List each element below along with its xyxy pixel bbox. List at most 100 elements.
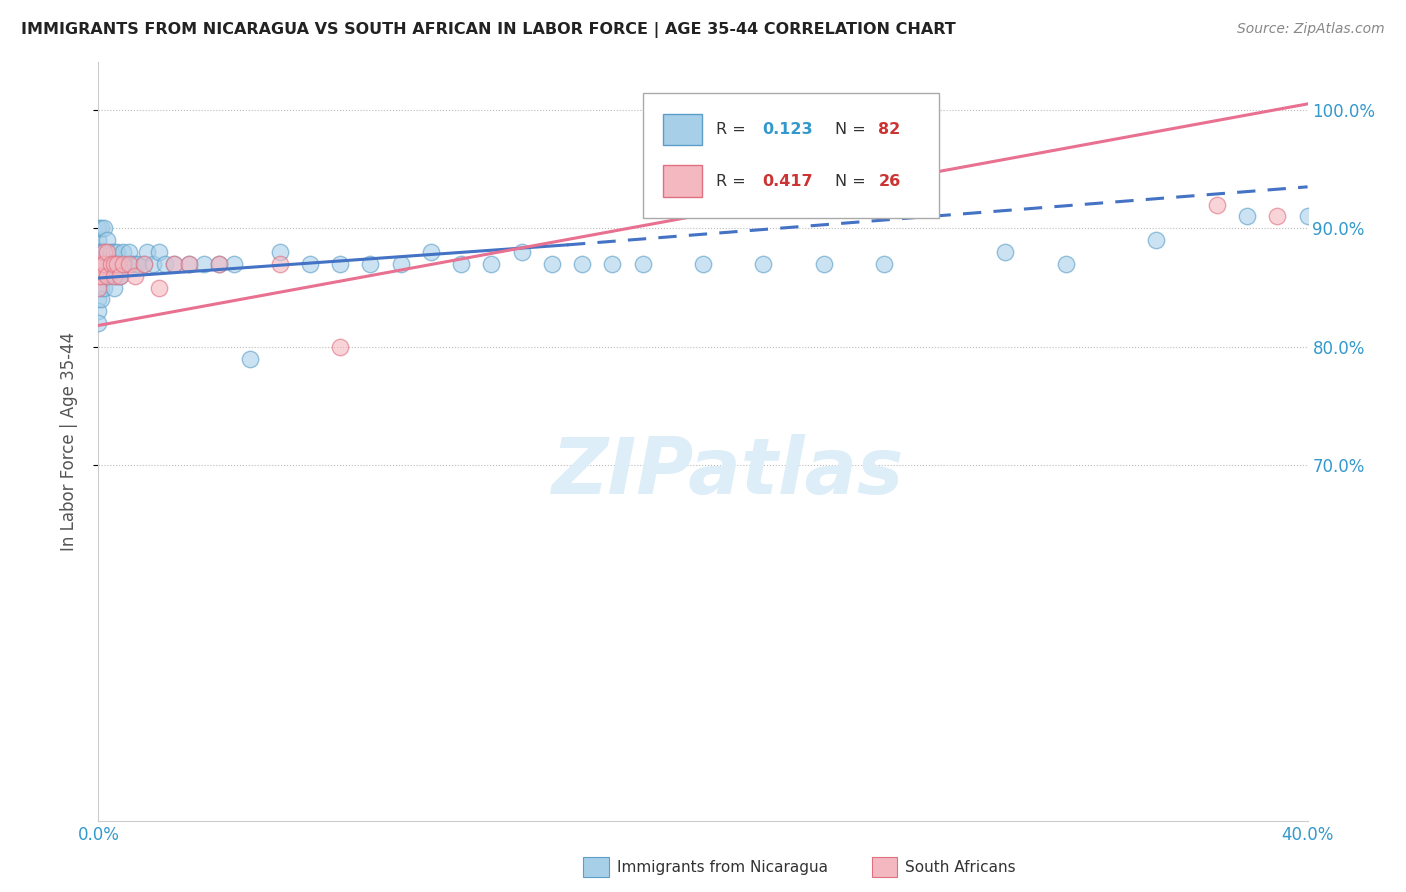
Point — [87, 244, 110, 259]
Text: Immigrants from Nicaragua: Immigrants from Nicaragua — [617, 860, 828, 874]
Text: R =: R = — [716, 174, 751, 189]
Point — [90, 257, 112, 271]
Point — [87, 316, 110, 330]
Text: 0.123: 0.123 — [762, 122, 813, 137]
Point — [163, 257, 186, 271]
Point — [108, 257, 131, 271]
Text: South Africans: South Africans — [905, 860, 1017, 874]
Point — [481, 257, 503, 271]
Point — [90, 293, 112, 307]
Y-axis label: In Labor Force | Age 35-44: In Labor Force | Age 35-44 — [59, 332, 77, 551]
Point — [87, 268, 110, 283]
Point — [450, 257, 472, 271]
Point — [813, 257, 835, 271]
Point — [239, 351, 262, 366]
Point — [179, 257, 201, 271]
Point — [90, 268, 112, 283]
Point — [163, 257, 186, 271]
Point — [87, 221, 110, 235]
Point — [100, 257, 122, 271]
Point — [360, 257, 382, 271]
Point — [142, 257, 165, 271]
Point — [105, 257, 128, 271]
Text: ZIPatlas: ZIPatlas — [551, 434, 903, 510]
Point — [93, 244, 115, 259]
Point — [132, 257, 155, 271]
Point — [93, 280, 115, 294]
Point — [631, 257, 654, 271]
Point — [93, 257, 115, 271]
Point — [108, 268, 131, 283]
Bar — [664, 165, 702, 197]
Point — [193, 257, 215, 271]
Point — [124, 257, 146, 271]
Point — [132, 257, 155, 271]
Point — [224, 257, 246, 271]
Point — [100, 244, 122, 259]
Text: N =: N = — [835, 174, 870, 189]
Point — [118, 257, 141, 271]
Point — [90, 257, 112, 271]
Point — [87, 304, 110, 318]
Point — [329, 340, 352, 354]
Point — [420, 244, 443, 259]
Point — [90, 244, 112, 259]
Text: Source: ZipAtlas.com: Source: ZipAtlas.com — [1237, 22, 1385, 37]
Point — [103, 257, 125, 271]
Point — [96, 244, 118, 259]
Point — [93, 257, 115, 271]
Point — [114, 257, 136, 271]
Point — [87, 268, 110, 283]
Point — [1206, 197, 1229, 211]
Point — [269, 257, 291, 271]
Point — [96, 244, 118, 259]
Point — [1296, 210, 1319, 224]
Point — [90, 221, 112, 235]
Point — [124, 268, 146, 283]
Point — [1144, 233, 1167, 247]
Point — [1236, 210, 1258, 224]
Point — [571, 257, 593, 271]
Point — [994, 244, 1017, 259]
Point — [87, 280, 110, 294]
Point — [103, 268, 125, 283]
Point — [148, 280, 170, 294]
Point — [100, 268, 122, 283]
Point — [90, 280, 112, 294]
Point — [90, 268, 112, 283]
Point — [1267, 210, 1289, 224]
Point — [103, 268, 125, 283]
Point — [90, 257, 112, 271]
Point — [1054, 257, 1077, 271]
Point — [105, 268, 128, 283]
Text: IMMIGRANTS FROM NICARAGUA VS SOUTH AFRICAN IN LABOR FORCE | AGE 35-44 CORRELATIO: IMMIGRANTS FROM NICARAGUA VS SOUTH AFRIC… — [21, 22, 956, 38]
Point — [121, 257, 143, 271]
Point — [96, 257, 118, 271]
Point — [87, 233, 110, 247]
Text: 82: 82 — [879, 122, 901, 137]
Point — [93, 268, 115, 283]
Point — [752, 257, 775, 271]
Point — [153, 257, 176, 271]
Point — [105, 257, 128, 271]
Point — [96, 268, 118, 283]
Point — [87, 280, 110, 294]
Point — [108, 268, 131, 283]
Text: R =: R = — [716, 122, 751, 137]
Point — [389, 257, 412, 271]
Point — [103, 244, 125, 259]
Point — [179, 257, 201, 271]
Point — [105, 244, 128, 259]
Point — [100, 257, 122, 271]
Text: 26: 26 — [879, 174, 901, 189]
Bar — [664, 113, 702, 145]
Point — [127, 257, 149, 271]
FancyBboxPatch shape — [643, 93, 939, 218]
Point — [208, 257, 231, 271]
Point — [329, 257, 352, 271]
Point — [103, 280, 125, 294]
Point — [87, 244, 110, 259]
Point — [269, 244, 291, 259]
Point — [93, 257, 115, 271]
Point — [692, 257, 714, 271]
